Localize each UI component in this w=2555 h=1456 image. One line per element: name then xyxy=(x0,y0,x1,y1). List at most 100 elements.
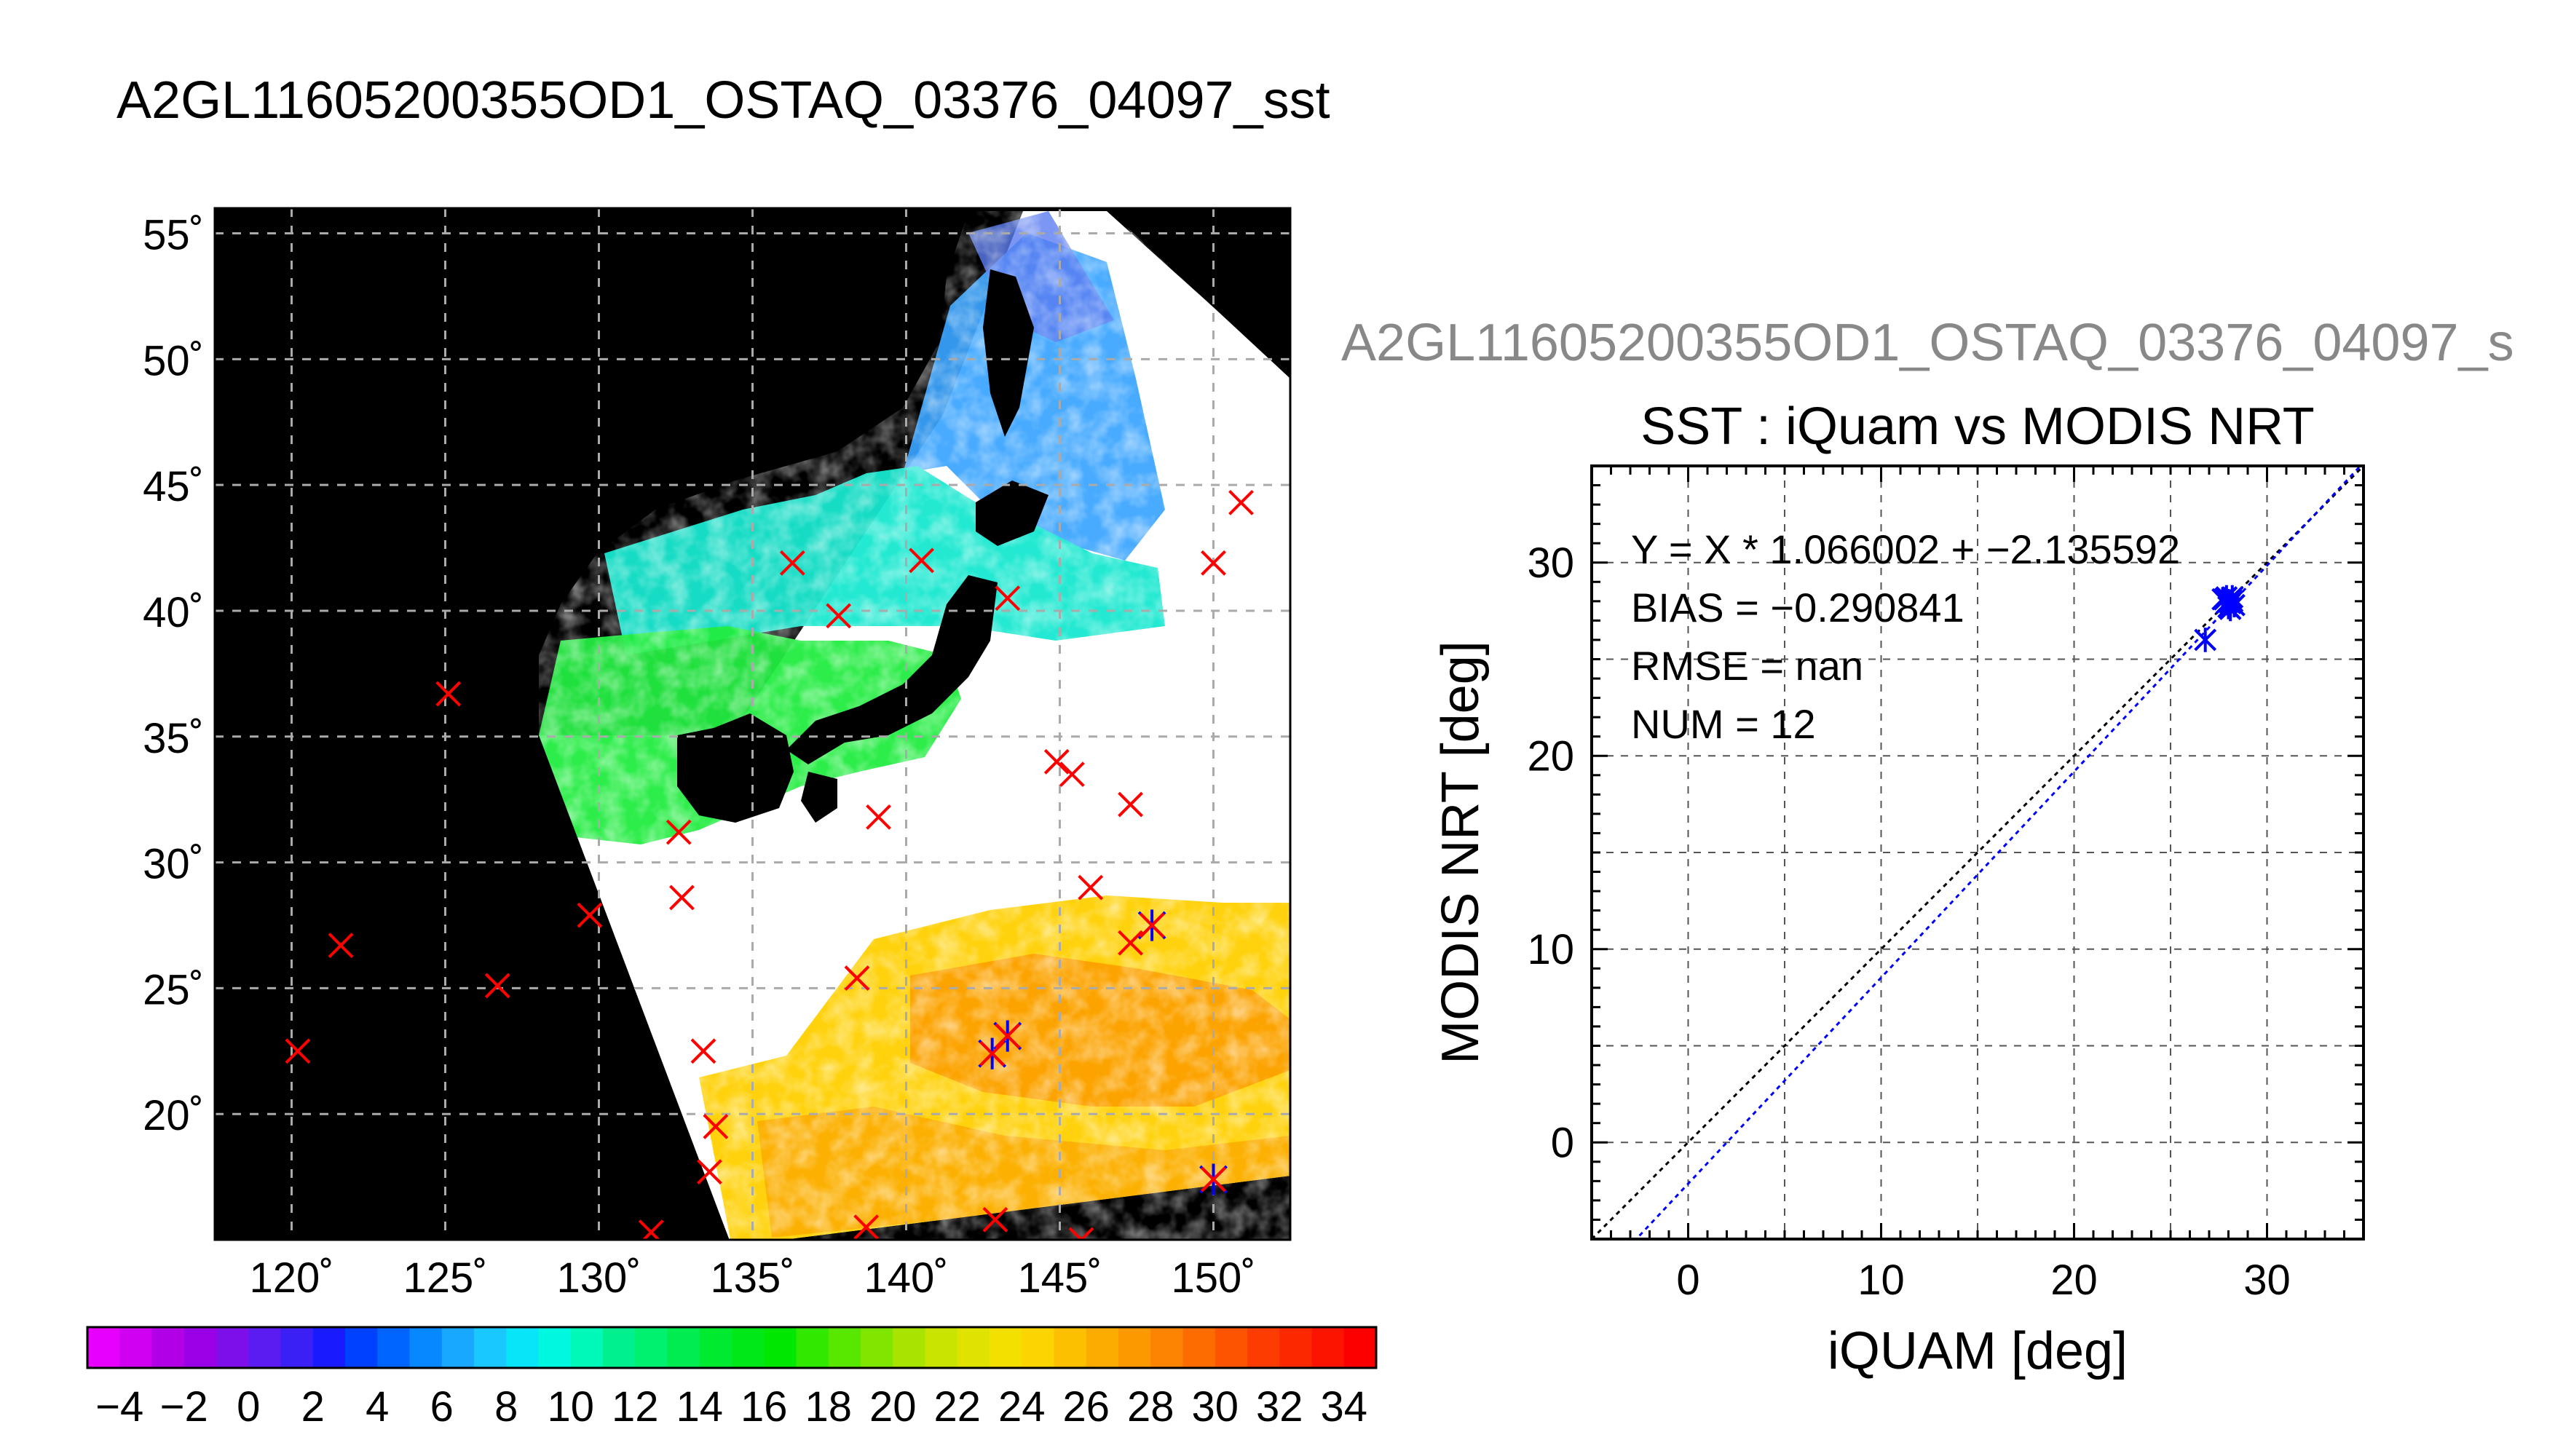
marker-stroke xyxy=(995,585,1021,612)
colorbar-cell xyxy=(1279,1327,1312,1368)
colorbar-cell xyxy=(1215,1327,1248,1368)
map-lon-label: 140˚ xyxy=(864,1254,948,1302)
iquam-marker xyxy=(1118,930,1143,956)
marker-stroke xyxy=(666,819,692,845)
map-markers xyxy=(285,489,1254,1240)
page-title: A2GL11605200355OD1_OSTAQ_03376_04097_sst xyxy=(117,71,1330,130)
marker-stroke xyxy=(853,1214,880,1240)
map-lon-label: 130˚ xyxy=(556,1254,641,1302)
colorbar-cell xyxy=(570,1327,604,1368)
marker-stroke xyxy=(697,1159,722,1185)
colorbar-cell xyxy=(280,1327,314,1368)
colorbar-cell xyxy=(957,1327,990,1368)
colorbar-cell xyxy=(1022,1327,1054,1368)
colorbar-tick-label: 4 xyxy=(366,1383,389,1431)
marker-stroke xyxy=(1068,1227,1083,1240)
map-lat-label: 35˚ xyxy=(143,715,204,762)
colorbar-cell xyxy=(506,1327,539,1368)
map-lon-label: 145˚ xyxy=(1017,1254,1102,1302)
colorbar-cell xyxy=(667,1327,700,1368)
map-lon-label: 120˚ xyxy=(249,1254,333,1302)
scatter-xlabel: iQUAM [deg] xyxy=(1828,1322,2128,1380)
marker-stroke xyxy=(1059,761,1085,788)
iquam-marker xyxy=(853,1214,880,1240)
colorbar-cell xyxy=(635,1327,668,1368)
iquam-marker xyxy=(703,1114,729,1139)
colorbar-cell xyxy=(990,1327,1022,1368)
iquam-marker xyxy=(638,1219,664,1240)
colorbar-tick-label: 12 xyxy=(612,1383,659,1431)
scatter-ytick-label: 20 xyxy=(1527,732,1574,780)
colorbar-cell xyxy=(1054,1327,1087,1368)
land-hokkaido xyxy=(976,480,1049,546)
map-grid xyxy=(215,208,1290,1240)
colorbar-frame xyxy=(86,1326,1378,1369)
iquam-marker xyxy=(1118,791,1143,818)
iquam-marker xyxy=(1059,761,1085,788)
colorbar-cell xyxy=(1247,1327,1280,1368)
scatter-ylabel: MODIS NRT [deg] xyxy=(1431,641,1490,1064)
iquam-marker xyxy=(669,885,695,911)
colorbar-cell xyxy=(1311,1327,1345,1368)
colorbar-cell xyxy=(1118,1327,1151,1368)
scatter-points xyxy=(2194,585,2246,652)
scatter-stat-line: Y = X * 1.066002 + −2.135592 xyxy=(1631,526,2180,572)
scatter-ytick-label: 0 xyxy=(1551,1119,1574,1166)
scatter-chart: A2GL11605200355OD1_OSTAQ_03376_04097_s S… xyxy=(1341,314,2514,1380)
colorbar-cell xyxy=(312,1327,346,1368)
scatter-ytick-label: 10 xyxy=(1527,926,1574,973)
map-lat-label: 45˚ xyxy=(143,463,204,510)
colorbar-cell xyxy=(893,1327,925,1368)
colorbar-tick-label: 34 xyxy=(1320,1383,1367,1431)
scatter-ytick-label: 30 xyxy=(1527,539,1574,587)
outside-swath-right xyxy=(1107,208,1290,379)
colorbar-tick-label: 28 xyxy=(1127,1383,1174,1431)
iquam-marker xyxy=(1139,912,1165,938)
colorbar-tick-label: 2 xyxy=(301,1383,325,1431)
marker-stroke xyxy=(1118,791,1143,818)
marker-stroke xyxy=(328,933,354,959)
scatter-stats: Y = X * 1.066002 + −2.135592 BIAS = −0.29… xyxy=(1631,526,2180,747)
scatter-xtick-label: 20 xyxy=(2050,1257,2098,1304)
colorbar-cell xyxy=(699,1327,732,1368)
marker-stroke xyxy=(844,965,870,991)
colorbar-tick-label: 30 xyxy=(1191,1383,1239,1431)
colorbar-cell xyxy=(216,1327,249,1368)
scatter-point xyxy=(2194,628,2217,652)
marker-stroke xyxy=(669,885,695,911)
colorbar-cell xyxy=(828,1327,861,1368)
iquam-marker xyxy=(844,965,870,991)
map-lat-label: 20˚ xyxy=(143,1092,204,1139)
scatter-point xyxy=(2219,590,2242,616)
iquam-marker xyxy=(1201,550,1226,576)
map-lon-labels: 120˚ 125˚ 130˚ 135˚ 140˚ 145˚ 150˚ xyxy=(249,1254,1255,1302)
map-lon-label: 125˚ xyxy=(403,1254,487,1302)
marker-stroke xyxy=(982,1206,1008,1233)
iquam-marker xyxy=(1201,1166,1226,1192)
land-japan-honshu xyxy=(786,575,998,764)
colorbar-cell xyxy=(538,1327,572,1368)
marker-stroke xyxy=(866,804,891,830)
land-sakhalin xyxy=(983,269,1034,437)
colorbar-cell xyxy=(861,1327,893,1368)
map-lon-label: 150˚ xyxy=(1171,1254,1255,1302)
map-lat-labels: 55˚ 50˚ 45˚ 40˚ 35˚ 30˚ 25˚ 20˚ xyxy=(143,212,204,1140)
marker-stroke xyxy=(1118,930,1143,956)
marker-stroke xyxy=(1139,912,1165,938)
colorbar-tick-label: 32 xyxy=(1256,1383,1303,1431)
map-lat-label: 50˚ xyxy=(143,337,204,384)
colorbar-tick-label: 0 xyxy=(237,1383,260,1431)
colorbar-cell xyxy=(345,1327,378,1368)
iquam-marker xyxy=(690,1038,716,1064)
colorbar-labels: −4 −2 0 2 4 6 8 10 12 14 16 18 20 22 24 26 28 30 32 34 xyxy=(95,1383,1367,1431)
colorbar-cell xyxy=(1343,1327,1377,1368)
marker-stroke xyxy=(641,1219,664,1240)
scatter-stat-line: RMSE = nan xyxy=(1631,643,1863,689)
colorbar-tick-label: 26 xyxy=(1062,1383,1110,1431)
colorbar-tick-label: −2 xyxy=(160,1383,208,1431)
colorbar-tick-label: 18 xyxy=(805,1383,852,1431)
marker-stroke xyxy=(1078,874,1104,901)
land-kyushu xyxy=(801,772,837,823)
iquam-marker xyxy=(995,585,1021,612)
